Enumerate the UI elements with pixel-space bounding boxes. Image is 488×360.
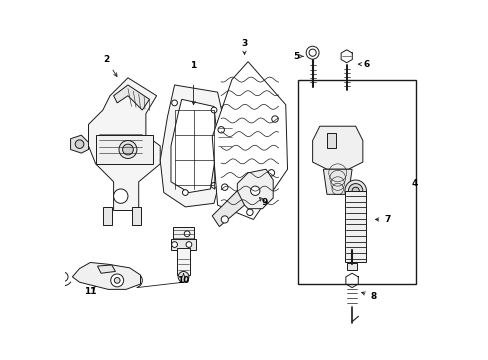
Circle shape [218,127,224,133]
Polygon shape [72,262,140,289]
Circle shape [221,216,228,223]
Polygon shape [212,62,287,220]
Bar [171,239,196,250]
Circle shape [267,170,274,176]
Polygon shape [97,265,115,273]
Bar [172,226,194,241]
Text: 11: 11 [84,287,96,296]
Bar [177,248,190,275]
Circle shape [184,231,190,237]
Circle shape [171,100,177,106]
Circle shape [185,242,191,247]
Circle shape [246,209,253,216]
Circle shape [211,107,217,113]
Circle shape [348,184,362,198]
Text: 1: 1 [190,61,196,70]
Polygon shape [70,135,88,153]
Circle shape [250,186,260,195]
Bar [102,207,112,225]
Bar [346,263,357,270]
Bar [297,80,415,284]
Polygon shape [237,169,273,209]
Bar [131,207,140,225]
Bar [344,191,366,262]
Circle shape [344,180,366,202]
Polygon shape [171,99,217,193]
Polygon shape [160,85,224,207]
Circle shape [351,187,359,194]
Circle shape [119,140,137,158]
Bar [96,135,153,164]
Circle shape [171,242,177,247]
Text: 2: 2 [103,55,109,64]
Circle shape [182,190,188,195]
Bar [326,134,335,148]
Circle shape [114,278,120,283]
Text: 9: 9 [261,198,267,207]
Polygon shape [323,169,351,194]
Polygon shape [217,121,231,157]
Circle shape [178,271,188,282]
Text: 10: 10 [177,276,189,285]
Circle shape [308,49,316,56]
Polygon shape [312,126,362,169]
Text: 7: 7 [384,215,390,224]
Circle shape [305,46,319,59]
Circle shape [113,189,128,203]
Circle shape [221,184,227,190]
Polygon shape [88,78,160,211]
Circle shape [211,183,217,188]
Circle shape [110,274,123,287]
Text: 5: 5 [293,52,299,61]
Text: 4: 4 [411,179,417,188]
Polygon shape [212,191,244,226]
Circle shape [59,272,68,282]
Text: 8: 8 [370,292,376,301]
Circle shape [122,144,133,155]
Polygon shape [113,85,149,110]
Text: 3: 3 [241,39,247,48]
Circle shape [75,140,83,148]
Circle shape [271,116,278,122]
Text: 6: 6 [363,60,369,69]
